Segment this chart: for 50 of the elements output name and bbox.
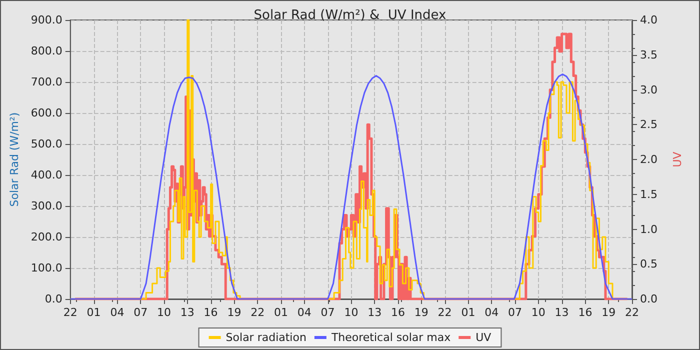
y-tick-label: 800.0 (30, 44, 62, 58)
y-tick-label: 200.0 (30, 230, 62, 244)
y2-tick-label: 3.0 (640, 83, 658, 96)
x-tick-label: 13 (180, 306, 194, 319)
y-tick-label: 0.0 (44, 292, 62, 306)
x-tick-label: 04 (110, 306, 124, 319)
y-tick-label: 900.0 (30, 14, 62, 26)
legend-label: UV (476, 331, 492, 344)
y2-tick-label: 2.0 (640, 153, 658, 166)
y-tick-label: 600.0 (30, 106, 62, 120)
x-tick-label: 22 (250, 306, 265, 319)
legend-label: Theoretical solar max (330, 331, 452, 344)
x-tick-label: 10 (531, 306, 546, 319)
x-tick-label: 01 (461, 306, 476, 319)
x-tick-label: 04 (297, 306, 312, 319)
x-tick-label: 16 (390, 306, 405, 319)
x-tick-label: 13 (368, 306, 382, 319)
chart-title: Solar Rad (W/m²) & UV Index (254, 8, 447, 23)
x-tick-label: 10 (156, 306, 171, 319)
legend-label: Solar radiation (226, 331, 306, 344)
x-tick-label: 19 (414, 306, 428, 319)
x-tick-label: 10 (344, 306, 358, 319)
x-tick-label: 04 (484, 306, 499, 319)
y2-axis-title: UV (671, 151, 684, 168)
x-tick-label: 01 (274, 306, 288, 319)
x-tick-label: 19 (602, 306, 616, 319)
x-tick-label: 16 (578, 306, 592, 319)
y-tick-label: 400.0 (30, 168, 62, 182)
y-tick-label: 700.0 (30, 76, 62, 88)
y-tick-label: 100.0 (30, 262, 62, 274)
x-tick-label: 01 (86, 306, 101, 319)
y2-tick-label: 0.0 (640, 292, 658, 306)
x-tick-label: 22 (63, 306, 78, 319)
x-tick-label: 07 (134, 306, 148, 319)
y2-tick-label: 0.5 (640, 258, 658, 271)
x-tick-label: 13 (554, 306, 569, 319)
x-tick-label: 22 (625, 306, 639, 319)
y-axis-title: Solar Rad (W/m²) (8, 112, 21, 207)
y-tick-label: 300.0 (30, 200, 62, 212)
y2-tick-label: 2.5 (640, 118, 658, 132)
x-tick-label: 07 (508, 306, 522, 319)
x-tick-label: 22 (438, 306, 452, 319)
y-tick-label: 500.0 (30, 138, 62, 150)
y2-tick-label: 3.5 (640, 48, 658, 62)
y2-tick-label: 4.0 (640, 14, 658, 26)
x-tick-label: 07 (320, 306, 335, 319)
x-tick-label: 19 (227, 306, 242, 319)
y2-tick-label: 1.0 (640, 222, 658, 236)
x-tick-label: 16 (204, 306, 218, 319)
y2-tick-label: 1.5 (640, 188, 658, 201)
